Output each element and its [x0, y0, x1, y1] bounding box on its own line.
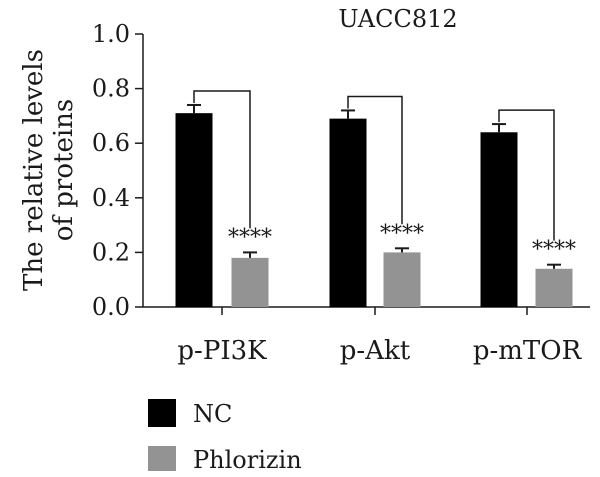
y-axis-label: The relative levels of proteins	[19, 49, 79, 291]
y-tick-label-0: 0.0	[92, 293, 130, 321]
legend-label-nc: NC	[193, 400, 232, 428]
y-axis-label-line-1: The relative levels	[19, 49, 49, 291]
bar-nc-0	[175, 113, 213, 307]
y-tick-label-2: 0.4	[92, 184, 130, 212]
chart-title: UACC812	[338, 5, 457, 33]
significance-bracket-1	[347, 95, 403, 225]
significance-bracket-0	[193, 90, 251, 229]
x-tick-label-p-pi3k: p-PI3K	[177, 336, 267, 366]
significance-label-0: ****	[228, 225, 272, 250]
y-tick-label-5: 1.0	[92, 20, 130, 48]
x-tick-label-p-akt: p-Akt	[340, 336, 411, 366]
legend-swatch-phlorizin	[148, 446, 176, 471]
plot-area: 0.0 0.2 0.4 0.6 0.8 1.0 p-PI3K **** p-Akt **** p-m…	[92, 20, 590, 366]
bar-phlorizin-2	[535, 268, 573, 307]
legend-swatch-nc	[148, 399, 176, 427]
legend-label-phlorizin: Phlorizin	[193, 446, 302, 474]
y-tick-label-1: 0.2	[92, 238, 130, 266]
legend: NC Phlorizin	[148, 399, 302, 474]
bar-nc-2	[480, 132, 518, 307]
bar-nc-1	[329, 118, 367, 307]
bar-phlorizin-0	[231, 257, 269, 307]
y-tick-label-3: 0.6	[92, 129, 130, 157]
y-axis-label-line-2: of proteins	[49, 99, 79, 242]
x-tick-label-p-mtor: p-mTOR	[473, 336, 583, 366]
bar-phlorizin-1	[383, 252, 421, 307]
significance-label-2: ****	[532, 238, 576, 263]
significance-bracket-2	[498, 109, 555, 241]
y-tick-label-4: 0.8	[92, 75, 130, 103]
significance-label-1: ****	[380, 221, 424, 246]
